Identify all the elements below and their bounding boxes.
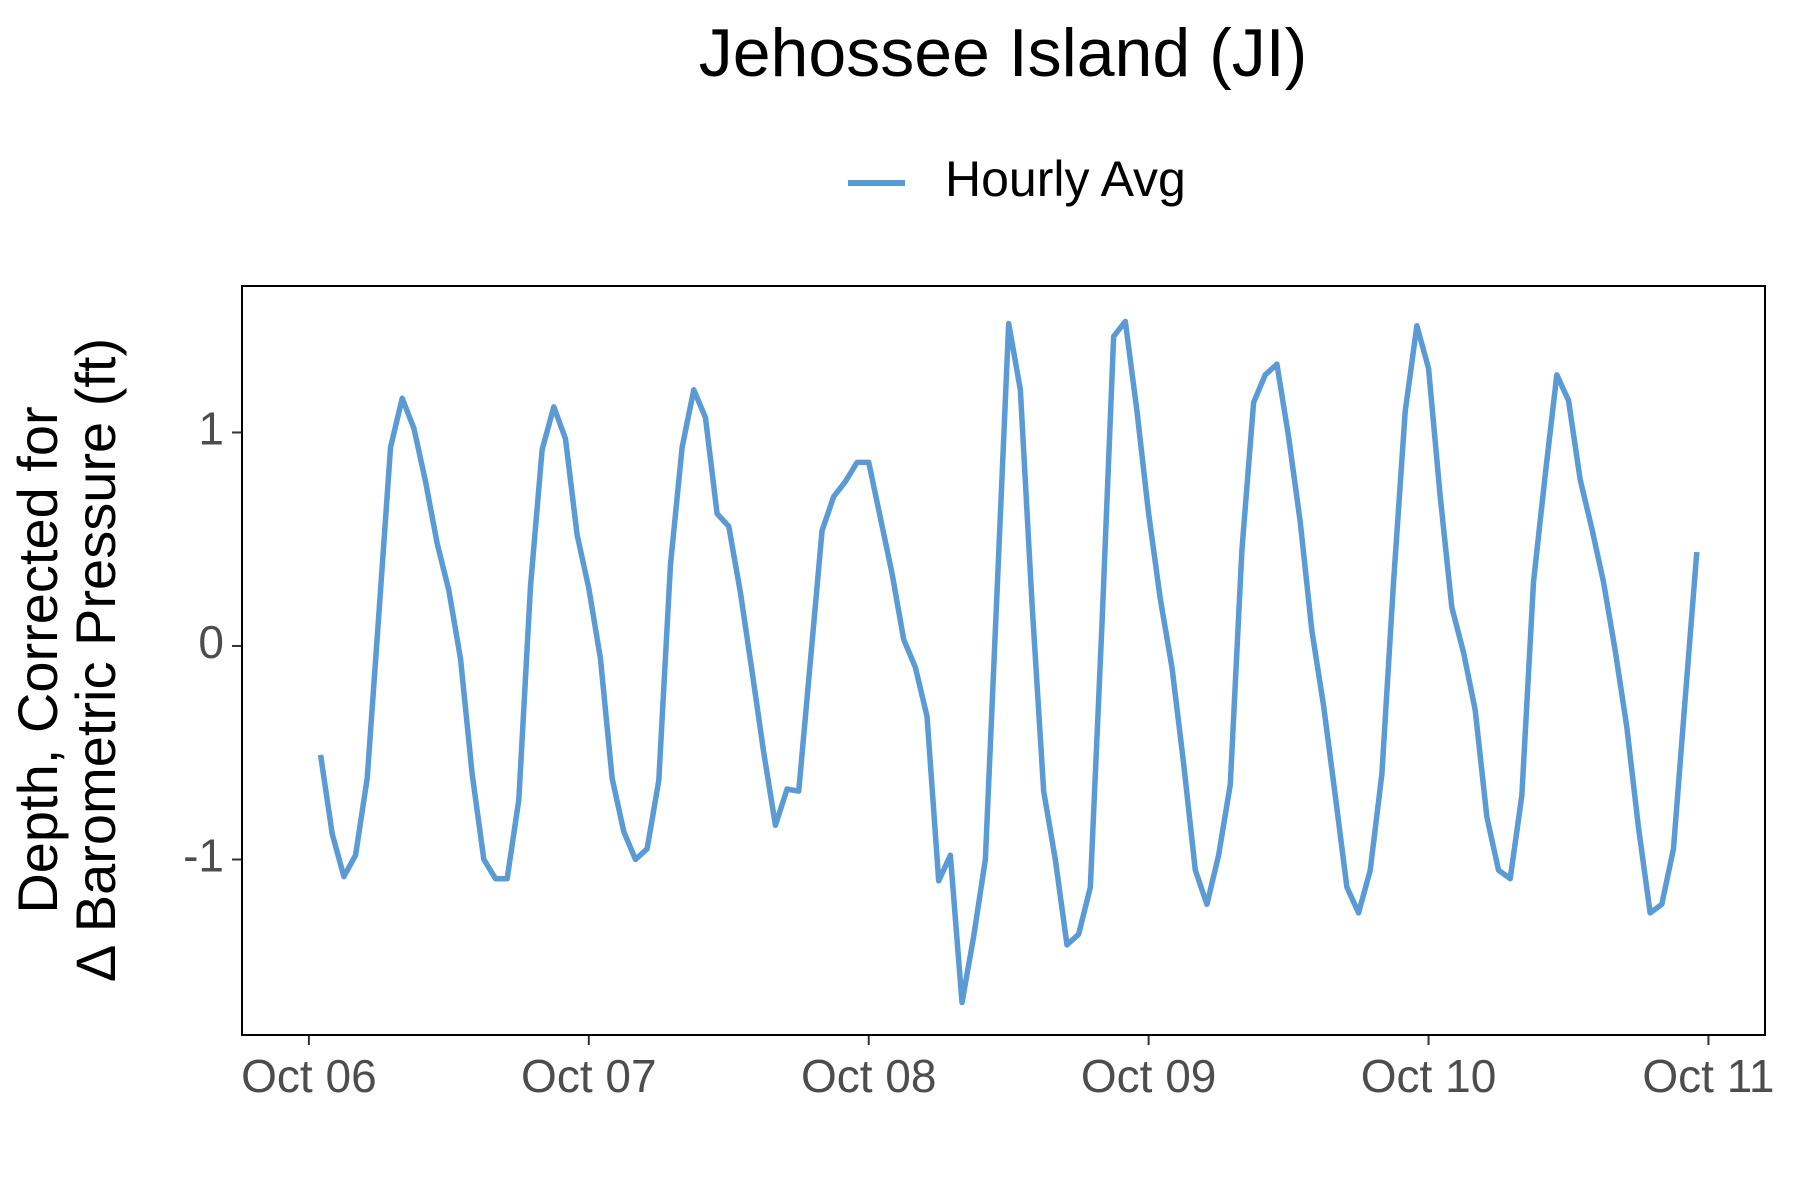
- y-tick-label: -1: [183, 830, 224, 882]
- plot-border: [241, 285, 1766, 1036]
- x-tick-label: Oct 06: [241, 1050, 377, 1102]
- y-tick-label: 1: [198, 403, 224, 455]
- data-line: [317, 318, 1700, 1006]
- x-tick-label: Oct 09: [1081, 1050, 1217, 1102]
- x-tick-label: Oct 08: [801, 1050, 937, 1102]
- x-tick-label: Oct 10: [1361, 1050, 1497, 1102]
- chart-title: Jehossee Island (JI): [699, 15, 1308, 91]
- legend-label: Hourly Avg: [945, 151, 1186, 207]
- x-tick-label: Oct 07: [521, 1050, 657, 1102]
- y-axis-title: Depth, Corrected for: [6, 406, 69, 913]
- x-tick-label: Oct 11: [1642, 1050, 1774, 1102]
- y-axis-title: Δ Barometric Pressure (ft): [64, 338, 127, 982]
- y-tick-label: 0: [198, 616, 224, 668]
